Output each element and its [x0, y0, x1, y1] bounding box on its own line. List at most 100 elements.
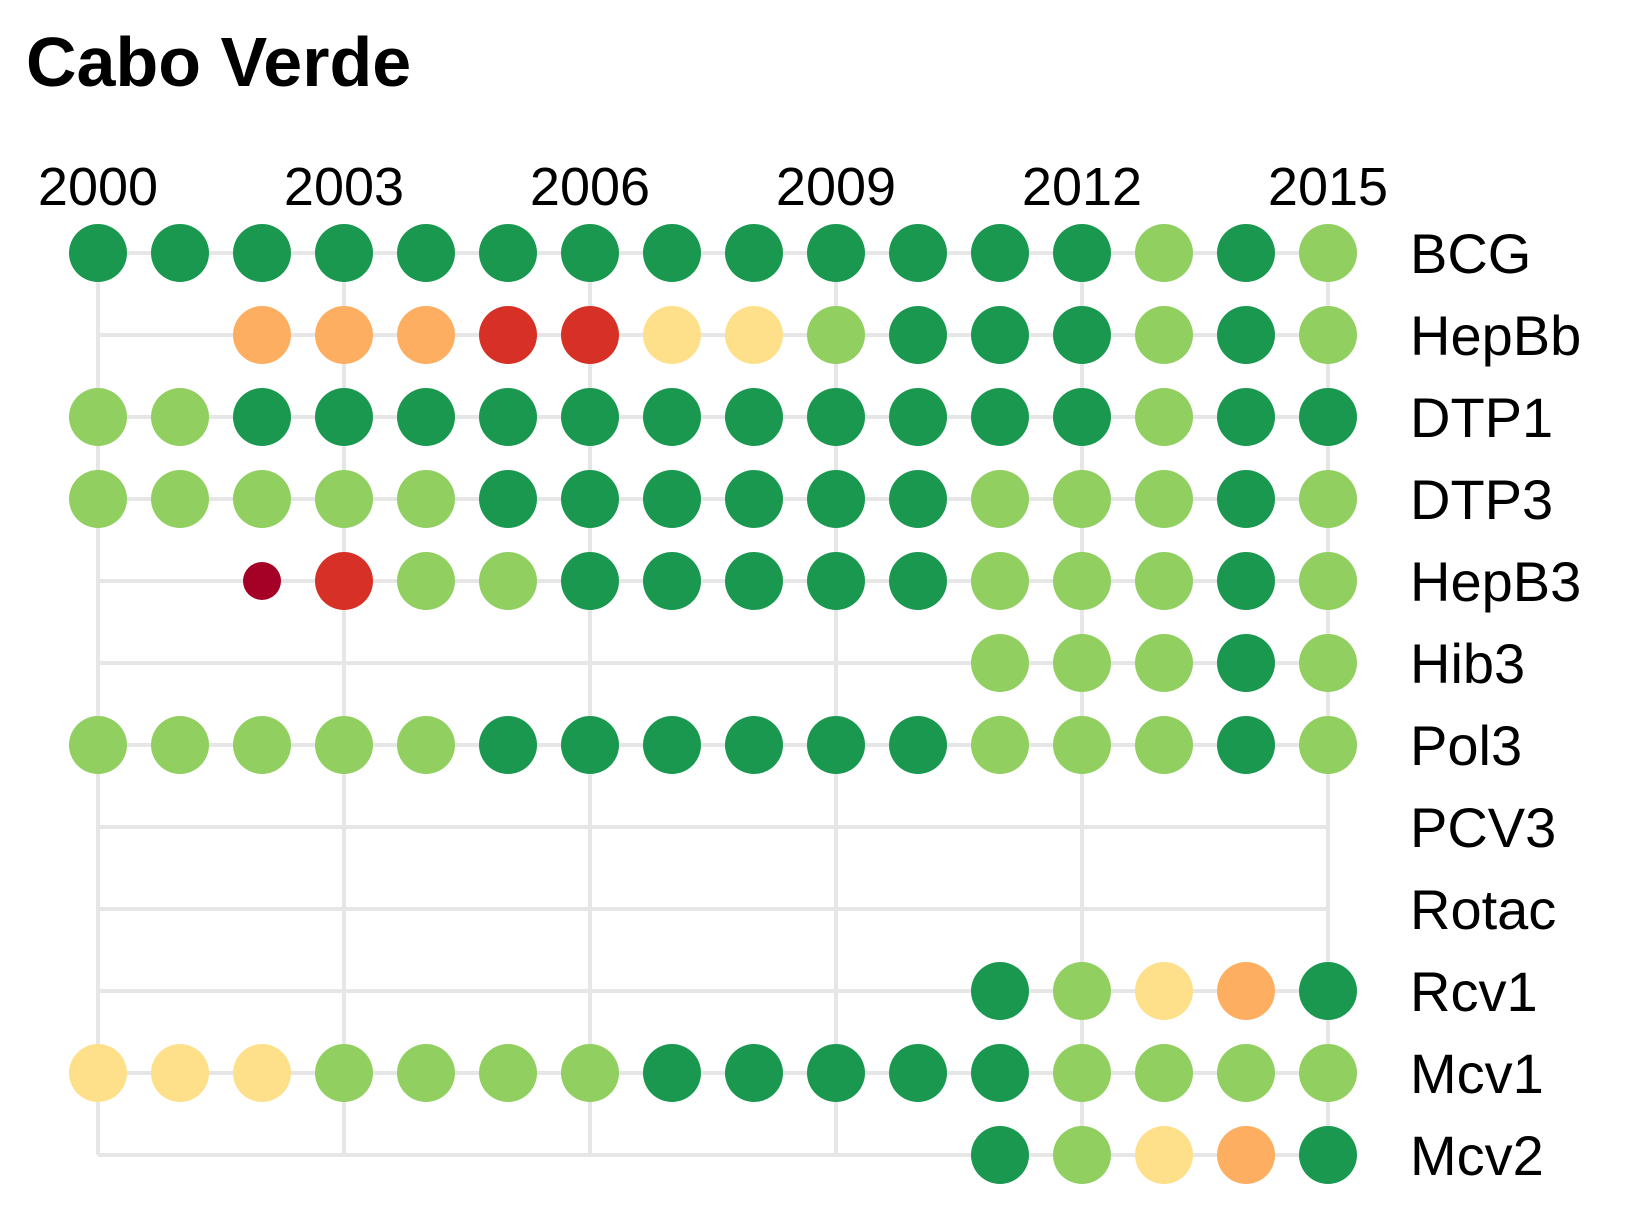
dot-mcv1-2004: [397, 1044, 455, 1102]
dot-bcg-2013: [1135, 224, 1193, 282]
dot-dtp3-2009: [807, 470, 865, 528]
dot-pol3-2014: [1217, 716, 1275, 774]
dot-dtp1-2005: [479, 388, 537, 446]
dot-dtp3-2005: [479, 470, 537, 528]
dot-pol3-2002: [233, 716, 291, 774]
dot-dtp1-2013: [1135, 388, 1193, 446]
dot-bcg-2015: [1299, 224, 1357, 282]
dot-hepb3-2012: [1053, 552, 1111, 610]
row-label-pol3: Pol3: [1410, 714, 1522, 777]
dot-rcv1-2011: [971, 962, 1029, 1020]
dot-pol3-2013: [1135, 716, 1193, 774]
dot-pol3-2009: [807, 716, 865, 774]
dot-mcv2-2014: [1217, 1126, 1275, 1184]
dot-hepbb-2005: [479, 306, 537, 364]
dot-dtp1-2010: [889, 388, 947, 446]
row-label-rotac: Rotac: [1410, 878, 1556, 941]
dot-dtp1-2011: [971, 388, 1029, 446]
dot-dtp3-2011: [971, 470, 1029, 528]
dot-dtp1-2004: [397, 388, 455, 446]
vertical-gridlines: [96, 253, 1330, 1155]
dot-hepbb-2002: [233, 306, 291, 364]
x-tick-label-2012: 2012: [1022, 157, 1142, 217]
dot-hepbb-2014: [1217, 306, 1275, 364]
dot-hib3-2011: [971, 634, 1029, 692]
dot-bcg-2006: [561, 224, 619, 282]
dot-bcg-2010: [889, 224, 947, 282]
dot-dtp1-2012: [1053, 388, 1111, 446]
dot-mcv2-2013: [1135, 1126, 1193, 1184]
data-points: [69, 224, 1357, 1184]
x-tick-label-2015: 2015: [1268, 157, 1388, 217]
dot-mcv1-2007: [643, 1044, 701, 1102]
dot-hepbb-2009: [807, 306, 865, 364]
dot-pol3-2015: [1299, 716, 1357, 774]
row-label-dtp1: DTP1: [1410, 386, 1553, 449]
dot-hepb3-2009: [807, 552, 865, 610]
dot-dtp1-2015: [1299, 388, 1357, 446]
row-label-dtp3: DTP3: [1410, 468, 1553, 531]
dot-dtp3-2002: [233, 470, 291, 528]
dot-hepb3-2010: [889, 552, 947, 610]
dot-bcg-2003: [315, 224, 373, 282]
dot-dtp3-2014: [1217, 470, 1275, 528]
dot-dtp3-2007: [643, 470, 701, 528]
dot-bcg-2004: [397, 224, 455, 282]
dot-dtp3-2001: [151, 470, 209, 528]
dot-hepb3-2003: [315, 552, 373, 610]
x-axis-tick-labels: 2000 2003 2006 2009 2012 2015: [38, 157, 1388, 217]
x-tick-label-2003: 2003: [284, 157, 404, 217]
dot-dtp3-2010: [889, 470, 947, 528]
row-label-bcg: BCG: [1410, 222, 1531, 285]
dot-mcv1-2006: [561, 1044, 619, 1102]
dot-hepb3-2005: [479, 552, 537, 610]
row-label-mcv2: Mcv2: [1410, 1124, 1544, 1187]
dot-rcv1-2013: [1135, 962, 1193, 1020]
dot-hib3-2012: [1053, 634, 1111, 692]
dot-mcv2-2011: [971, 1126, 1029, 1184]
dot-hepbb-2013: [1135, 306, 1193, 364]
row-label-hepbb: HepBb: [1410, 304, 1581, 367]
x-tick-label-2000: 2000: [38, 157, 158, 217]
dot-dtp1-2014: [1217, 388, 1275, 446]
dot-pol3-2011: [971, 716, 1029, 774]
dot-pol3-2012: [1053, 716, 1111, 774]
row-labels: BCG HepBb DTP1 DTP3 HepB3 Hib3 Pol3 PCV3 Rotac Rc…: [1410, 222, 1581, 1187]
dot-hepbb-2008: [725, 306, 783, 364]
dot-rcv1-2015: [1299, 962, 1357, 1020]
dot-hepb3-2006: [561, 552, 619, 610]
dot-bcg-2001: [151, 224, 209, 282]
dot-dtp1-2009: [807, 388, 865, 446]
dot-bcg-2008: [725, 224, 783, 282]
dot-mcv1-2005: [479, 1044, 537, 1102]
dot-dtp1-2001: [151, 388, 209, 446]
horizontal-gridlines: [98, 251, 1328, 1157]
dot-hepbb-2015: [1299, 306, 1357, 364]
dot-hib3-2013: [1135, 634, 1193, 692]
dot-mcv1-2002: [233, 1044, 291, 1102]
dot-bcg-2002: [233, 224, 291, 282]
row-label-hepb3: HepB3: [1410, 550, 1581, 613]
dot-dtp3-2013: [1135, 470, 1193, 528]
dot-dtp3-2006: [561, 470, 619, 528]
dot-hepb3-2014: [1217, 552, 1275, 610]
dot-mcv1-2012: [1053, 1044, 1111, 1102]
dot-hepb3-2008: [725, 552, 783, 610]
dot-mcv1-2003: [315, 1044, 373, 1102]
dot-pol3-2008: [725, 716, 783, 774]
dot-dtp3-2012: [1053, 470, 1111, 528]
dot-bcg-2011: [971, 224, 1029, 282]
dot-dtp1-2008: [725, 388, 783, 446]
row-label-mcv1: Mcv1: [1410, 1042, 1544, 1105]
dot-dtp1-2003: [315, 388, 373, 446]
dot-mcv1-2008: [725, 1044, 783, 1102]
dot-hepb3-2011: [971, 552, 1029, 610]
dot-hepb3-2007: [643, 552, 701, 610]
dot-dtp3-2003: [315, 470, 373, 528]
dot-pol3-2000: [69, 716, 127, 774]
dot-hepbb-2007: [643, 306, 701, 364]
dot-hepbb-2012: [1053, 306, 1111, 364]
dot-mcv2-2012: [1053, 1126, 1111, 1184]
dot-mcv1-2013: [1135, 1044, 1193, 1102]
